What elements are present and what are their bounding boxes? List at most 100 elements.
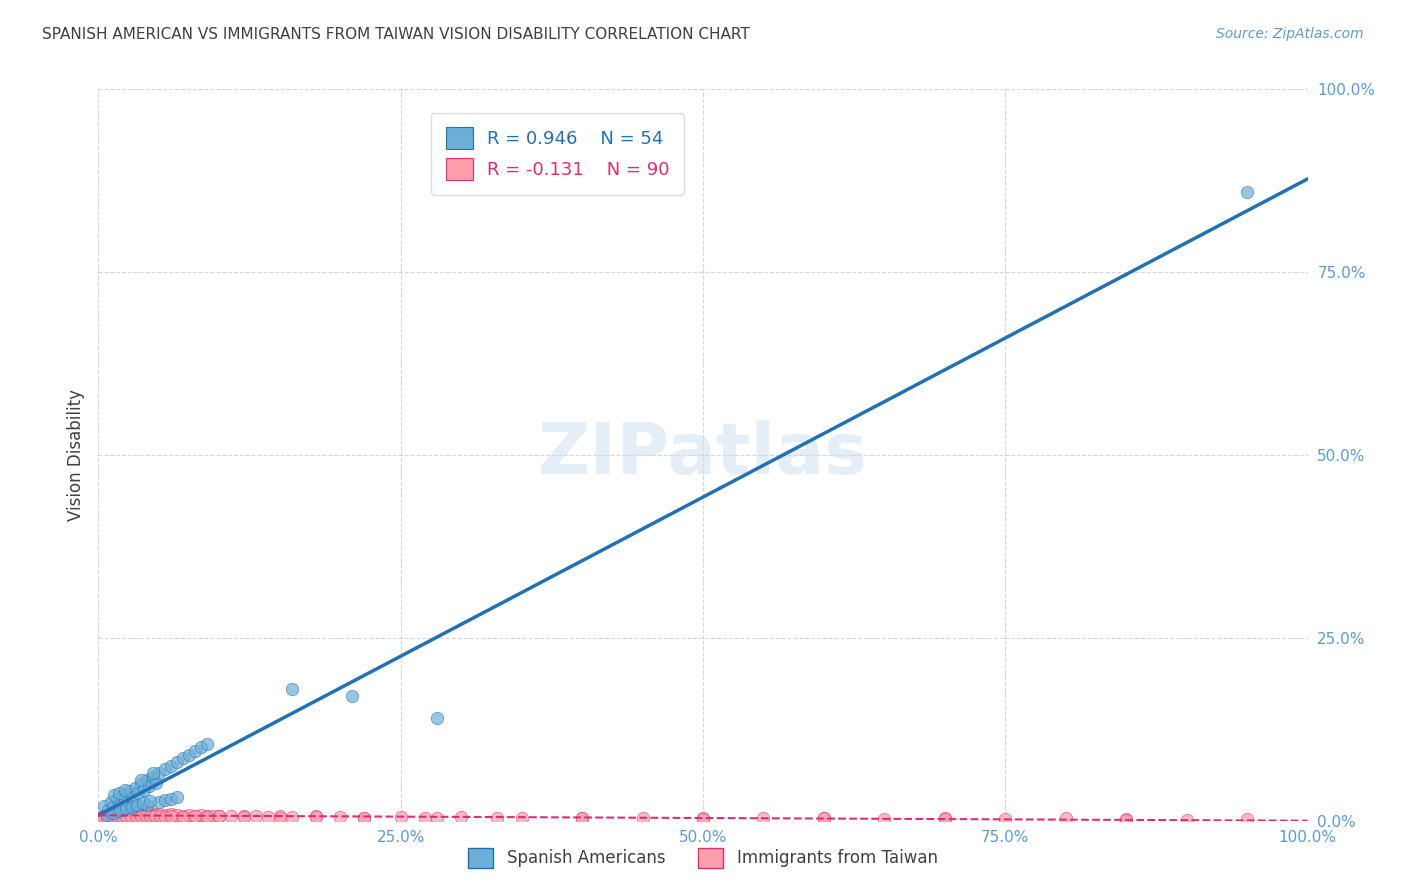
Point bbox=[120, 809, 142, 823]
Point bbox=[195, 737, 218, 751]
Point bbox=[934, 812, 956, 826]
Point bbox=[353, 811, 375, 825]
Point bbox=[138, 779, 160, 793]
Text: Source: ZipAtlas.com: Source: ZipAtlas.com bbox=[1216, 27, 1364, 41]
Point bbox=[128, 807, 150, 822]
Point bbox=[934, 812, 956, 826]
Point bbox=[994, 812, 1017, 826]
Point bbox=[160, 809, 183, 823]
Point bbox=[124, 780, 146, 795]
Point bbox=[121, 789, 143, 804]
Point bbox=[118, 807, 141, 822]
Point bbox=[143, 807, 166, 822]
Point bbox=[269, 811, 291, 825]
Point bbox=[153, 810, 176, 824]
Point bbox=[571, 812, 593, 826]
Point bbox=[353, 811, 375, 825]
Point bbox=[101, 805, 124, 820]
Point bbox=[108, 786, 131, 800]
Point bbox=[105, 808, 128, 822]
Point bbox=[105, 791, 128, 805]
Point bbox=[232, 808, 254, 822]
Point bbox=[132, 796, 155, 810]
Point bbox=[103, 788, 125, 802]
Point bbox=[135, 807, 157, 822]
Point bbox=[96, 810, 118, 824]
Point bbox=[118, 784, 141, 798]
Point bbox=[1054, 812, 1077, 826]
Point bbox=[134, 783, 156, 797]
Point bbox=[110, 809, 132, 823]
Point bbox=[426, 711, 449, 725]
Point bbox=[145, 775, 167, 789]
Point bbox=[389, 810, 412, 824]
Point bbox=[100, 809, 122, 823]
Point bbox=[184, 744, 207, 758]
Point bbox=[160, 758, 183, 772]
Point bbox=[184, 808, 207, 822]
Point bbox=[91, 811, 114, 825]
Point bbox=[305, 810, 328, 824]
Point bbox=[117, 806, 139, 821]
Point bbox=[1175, 813, 1198, 827]
Point bbox=[232, 810, 254, 824]
Point bbox=[245, 809, 267, 823]
Point bbox=[342, 690, 364, 704]
Point bbox=[149, 809, 172, 823]
Point bbox=[108, 797, 131, 812]
Point bbox=[111, 788, 134, 802]
Point bbox=[115, 808, 138, 822]
Point bbox=[1236, 812, 1258, 826]
Point bbox=[172, 810, 194, 824]
Point bbox=[281, 810, 304, 824]
Point bbox=[124, 807, 146, 822]
Point bbox=[450, 810, 472, 824]
Point bbox=[93, 799, 115, 814]
Point bbox=[143, 808, 166, 822]
Point bbox=[111, 807, 134, 822]
Point bbox=[100, 806, 122, 821]
Point bbox=[129, 777, 152, 791]
Point bbox=[127, 806, 149, 821]
Point bbox=[118, 800, 141, 814]
Point bbox=[166, 755, 188, 769]
Point bbox=[114, 783, 136, 797]
Point bbox=[108, 807, 131, 822]
Point bbox=[101, 800, 124, 814]
Point bbox=[125, 808, 148, 822]
Point bbox=[426, 811, 449, 825]
Point bbox=[115, 801, 138, 815]
Point bbox=[195, 808, 218, 822]
Point bbox=[153, 793, 176, 807]
Point bbox=[145, 807, 167, 822]
Point bbox=[1236, 185, 1258, 199]
Point bbox=[256, 810, 278, 824]
Point bbox=[100, 796, 122, 810]
Point bbox=[221, 809, 243, 823]
Point bbox=[692, 812, 714, 826]
Point bbox=[813, 812, 835, 826]
Point bbox=[486, 811, 509, 825]
Point bbox=[94, 808, 117, 822]
Point bbox=[179, 807, 201, 822]
Point bbox=[129, 809, 152, 823]
Legend: Spanish Americans, Immigrants from Taiwan: Spanish Americans, Immigrants from Taiwa… bbox=[461, 841, 945, 875]
Point bbox=[111, 803, 134, 817]
Point bbox=[208, 809, 231, 823]
Point bbox=[813, 812, 835, 826]
Point bbox=[135, 773, 157, 788]
Point bbox=[873, 812, 896, 826]
Point bbox=[121, 806, 143, 821]
Point bbox=[195, 810, 218, 824]
Legend: R = 0.946    N = 54, R = -0.131    N = 90: R = 0.946 N = 54, R = -0.131 N = 90 bbox=[432, 113, 685, 194]
Point bbox=[571, 812, 593, 826]
Point bbox=[190, 740, 212, 755]
Point bbox=[100, 808, 122, 822]
Point bbox=[166, 790, 188, 805]
Point bbox=[166, 807, 188, 822]
Point bbox=[142, 766, 165, 780]
Point bbox=[179, 747, 201, 762]
Y-axis label: Vision Disability: Vision Disability bbox=[66, 389, 84, 521]
Point bbox=[269, 809, 291, 823]
Point bbox=[135, 797, 157, 812]
